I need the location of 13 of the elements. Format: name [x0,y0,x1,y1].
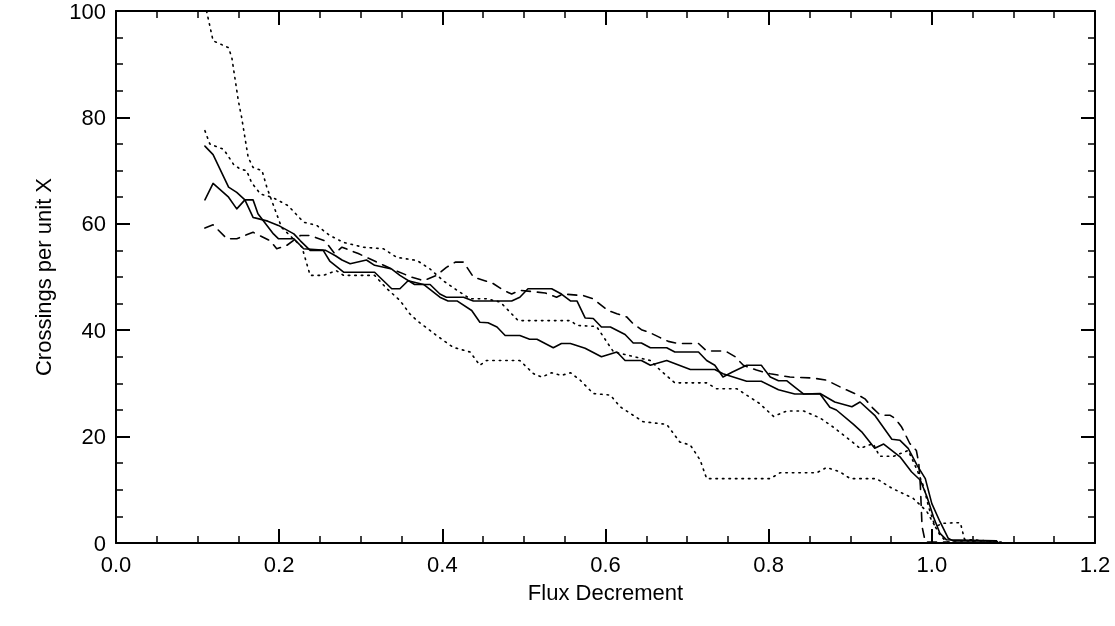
x-tick-label: 0.2 [263,551,295,577]
x-tick-label: 0.6 [590,551,621,577]
x-tick-label: 0.4 [427,551,458,577]
y-tick-label: 40 [81,317,106,343]
x-axis-title: Flux Decrement [527,579,684,605]
y-tick-label: 100 [69,0,106,24]
x-tick-label: 1.2 [1079,551,1111,577]
x-tick-label: 1.0 [916,551,948,577]
y-axis-title: Crossings per unit X [30,177,56,377]
y-tick-label: 20 [81,424,106,450]
y-tick-label: 60 [81,211,106,237]
x-tick-label: 0.8 [753,551,784,577]
y-tick-label: 80 [81,104,106,130]
